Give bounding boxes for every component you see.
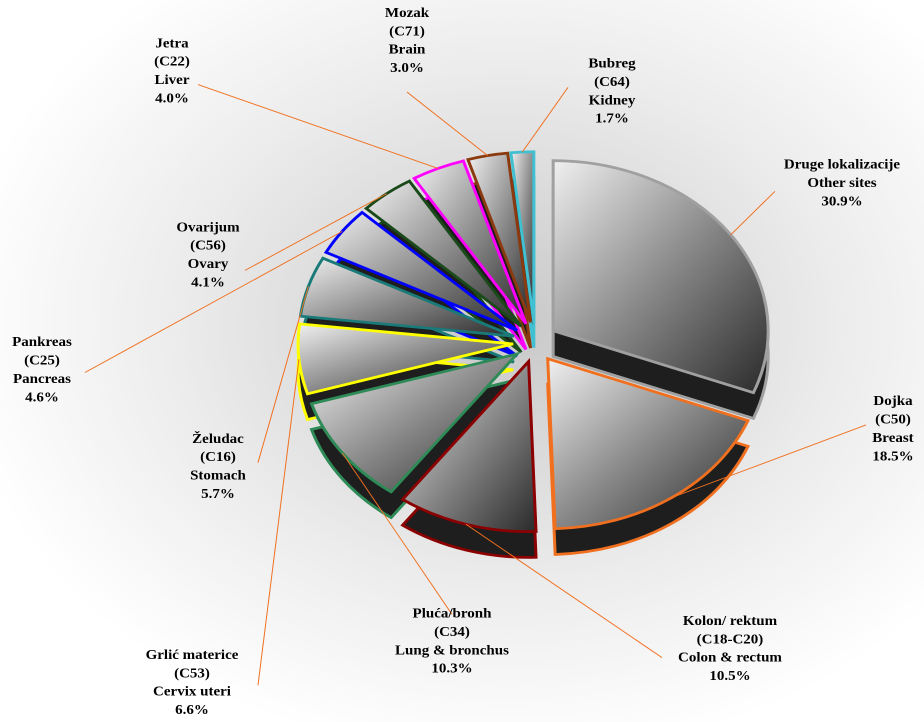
value-label: 30.9%: [821, 194, 862, 209]
leader-line: [341, 452, 453, 615]
slice: [551, 159, 770, 395]
slice: [363, 179, 523, 328]
value-label: 10.5%: [709, 669, 750, 684]
slice-label: Druge lokalizacije: [784, 157, 901, 172]
value-label: 6.6%: [175, 703, 209, 718]
slice-label: (C71): [389, 24, 425, 39]
slice-label: (C22): [154, 54, 190, 69]
slice-label: Želudac: [192, 430, 244, 446]
slice-label: Grlić materice: [146, 647, 239, 662]
slice: [296, 322, 514, 396]
slice-label: (C16): [200, 450, 236, 465]
value-label: 4.6%: [25, 390, 59, 405]
leader-line: [730, 190, 776, 236]
slice: [323, 210, 519, 332]
slice-label: Ovary: [188, 257, 230, 272]
slice: [509, 150, 536, 323]
slice-label: Mozak: [385, 5, 429, 20]
slice-label: Cervix uteri: [153, 684, 231, 699]
slice-label: (C25): [24, 353, 60, 368]
leader-line: [671, 424, 867, 498]
slice: [400, 357, 538, 533]
value-label: 4.0%: [155, 91, 189, 106]
slice-label: Kolon/ rektum: [683, 613, 777, 628]
slice: [309, 351, 522, 494]
slice-label: Lung & bronchus: [395, 643, 509, 658]
leader-line: [257, 359, 300, 686]
leader-line: [244, 193, 387, 271]
slice-label: Bubreg: [588, 56, 636, 71]
slice-label: (C50): [875, 412, 911, 427]
leader-line: [465, 523, 663, 658]
leader-line: [406, 91, 488, 156]
slice-label: Pancreas: [13, 372, 71, 387]
slice-label: (C64): [594, 74, 630, 89]
slice: [298, 256, 515, 338]
slice: [546, 356, 751, 531]
slice-label: (C18-C20): [697, 632, 764, 647]
value-label: 3.0%: [390, 61, 424, 76]
slice-label: Pankreas: [12, 335, 72, 350]
slice-label: Other sites: [807, 176, 877, 191]
slice-label: (C34): [434, 624, 470, 639]
slice-label: Breast: [872, 430, 914, 445]
slice-label: Pluća/bronh: [413, 606, 492, 621]
value-label: 5.7%: [201, 487, 235, 502]
value-label: 1.7%: [595, 111, 629, 126]
value-label: 10.3%: [431, 661, 472, 676]
slice-label: (C56): [190, 238, 226, 253]
slice-label: Colon & rectum: [678, 650, 782, 665]
slice-label: Dojka: [873, 394, 912, 409]
slice-label: (C53): [174, 666, 210, 681]
value-label: 4.1%: [191, 275, 225, 290]
slice-label: Kidney: [589, 93, 636, 108]
slice-label: Brain: [389, 42, 426, 57]
leader-line: [521, 87, 569, 153]
value-label: 18.5%: [872, 449, 913, 464]
leader-line: [84, 230, 343, 373]
slice-label: Ovarijum: [176, 220, 239, 235]
slice: [411, 159, 528, 325]
slice-label: Jetra: [155, 36, 188, 51]
leader-line: [197, 84, 439, 169]
slice-label: Liver: [155, 73, 191, 88]
slice-label: Stomach: [190, 468, 246, 483]
leader-line: [257, 286, 309, 463]
